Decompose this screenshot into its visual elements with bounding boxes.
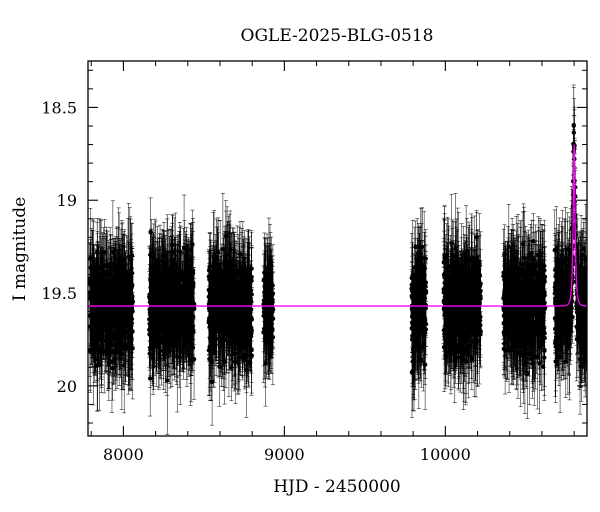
data-point — [129, 317, 134, 322]
data-point — [114, 296, 119, 301]
data-point — [92, 307, 98, 313]
data-point — [170, 297, 176, 302]
data-point — [154, 344, 159, 349]
data-point — [91, 347, 96, 352]
data-point — [148, 325, 153, 330]
data-point — [179, 273, 184, 278]
data-point — [119, 332, 124, 337]
data-point — [156, 332, 161, 337]
data-point — [126, 307, 132, 313]
data-point — [183, 316, 188, 322]
data-point — [109, 296, 114, 301]
data-point — [118, 325, 123, 331]
data-point — [174, 331, 179, 336]
data-point — [98, 279, 103, 284]
x-axis-label: HJD - 2450000 — [273, 477, 401, 497]
data-point — [159, 281, 165, 286]
chart-title: OGLE-2025-BLG-0518 — [241, 26, 434, 46]
data-point — [123, 299, 128, 304]
data-point — [184, 269, 190, 274]
season-1 — [88, 200, 136, 414]
data-point — [106, 319, 112, 324]
data-layer — [88, 84, 587, 435]
data-point — [103, 319, 108, 324]
data-point — [148, 265, 154, 271]
data-point — [190, 313, 195, 319]
data-point — [147, 376, 153, 381]
season-3 — [206, 193, 254, 426]
data-point — [149, 298, 155, 304]
season-2 — [147, 194, 197, 435]
data-point — [110, 366, 115, 371]
data-point — [187, 273, 192, 278]
data-point — [125, 295, 131, 301]
data-point — [109, 359, 115, 364]
data-point — [181, 245, 187, 251]
data-point — [121, 309, 127, 314]
data-point — [151, 308, 156, 314]
data-point — [100, 328, 106, 333]
data-point — [118, 291, 123, 297]
data-point — [90, 286, 95, 291]
data-point — [157, 285, 163, 290]
data-point — [178, 316, 183, 321]
data-point — [189, 341, 195, 346]
data-point — [91, 279, 96, 285]
data-point — [120, 272, 125, 278]
data-point — [97, 294, 102, 299]
data-point — [173, 300, 178, 306]
data-point — [99, 290, 105, 296]
data-point — [180, 345, 186, 350]
data-point — [179, 320, 184, 326]
data-point — [104, 347, 109, 353]
data-point — [127, 282, 133, 287]
data-point — [149, 289, 154, 295]
data-point — [129, 270, 135, 276]
data-point — [100, 257, 105, 262]
y-axis-label: I magnitude — [10, 197, 30, 301]
data-point — [120, 263, 126, 268]
data-point — [121, 363, 127, 368]
data-point — [188, 247, 194, 253]
data-point — [160, 312, 165, 317]
data-point — [106, 314, 111, 320]
data-point — [154, 300, 159, 306]
data-point — [109, 300, 115, 305]
data-point — [147, 293, 153, 298]
data-point — [186, 317, 191, 323]
data-point — [155, 277, 161, 283]
data-point — [156, 336, 162, 342]
data-point — [164, 310, 170, 315]
data-point — [182, 291, 187, 297]
data-point — [165, 378, 170, 383]
data-point — [121, 257, 126, 262]
data-point — [161, 253, 166, 258]
data-point — [114, 316, 119, 321]
data-point — [191, 301, 196, 306]
data-point — [129, 336, 134, 342]
data-point — [178, 297, 184, 302]
data-point — [175, 289, 180, 294]
data-point — [110, 289, 115, 294]
data-point — [116, 309, 121, 314]
data-point — [167, 306, 172, 312]
data-point — [177, 311, 182, 317]
data-point — [88, 313, 93, 318]
